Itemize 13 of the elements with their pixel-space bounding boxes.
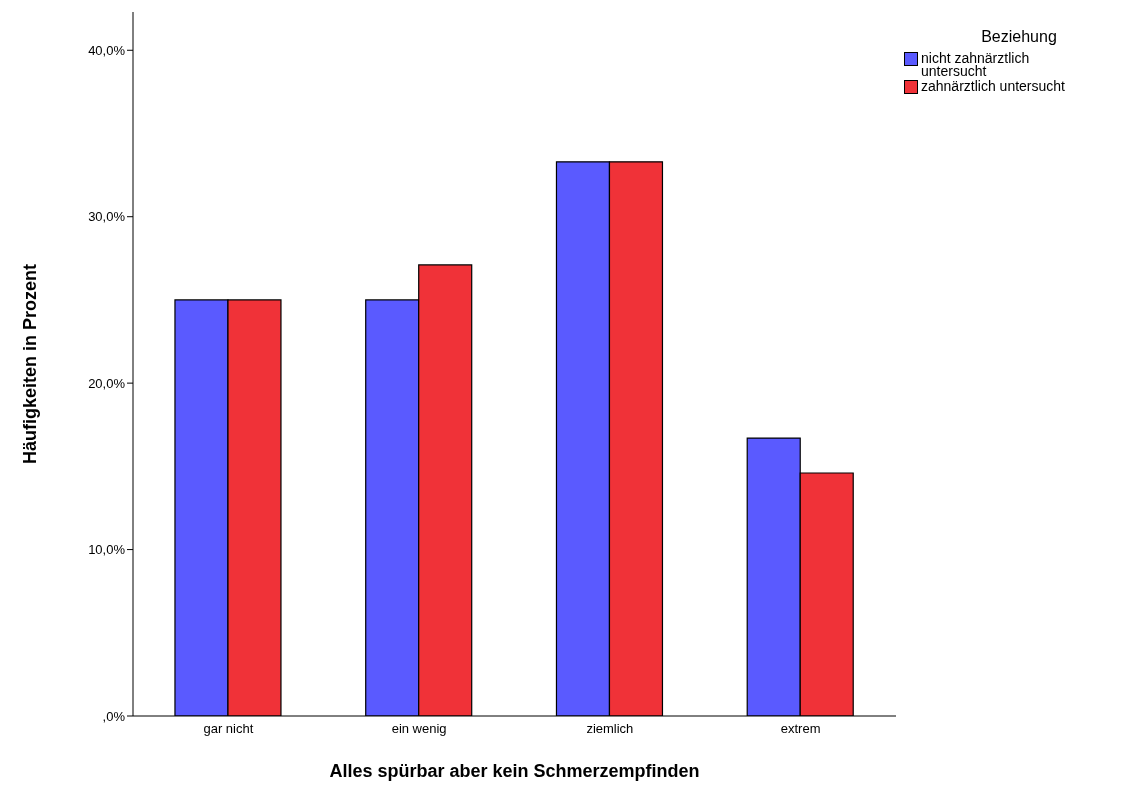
- legend-title: Beziehung: [980, 28, 1058, 46]
- legend-label: zahnärztlich untersucht: [921, 78, 1065, 94]
- y-tick-label: 40,0%: [88, 42, 126, 58]
- y-tick-label: 30,0%: [88, 209, 126, 225]
- x-tick-label: gar nicht: [203, 721, 254, 737]
- y-tick-label: 10,0%: [88, 542, 126, 558]
- y-axis-title: Häufigkeiten in Prozent: [20, 263, 41, 465]
- y-tick-label: 20,0%: [88, 375, 126, 391]
- y-tick-label: ,0%: [102, 708, 126, 724]
- x-tick-label: extrem: [780, 721, 821, 737]
- x-tick-label: ziemlich: [586, 721, 634, 737]
- x-tick-label: ein wenig: [391, 721, 447, 737]
- x-axis-title: Alles spürbar aber kein Schmerzempfinden: [329, 761, 700, 781]
